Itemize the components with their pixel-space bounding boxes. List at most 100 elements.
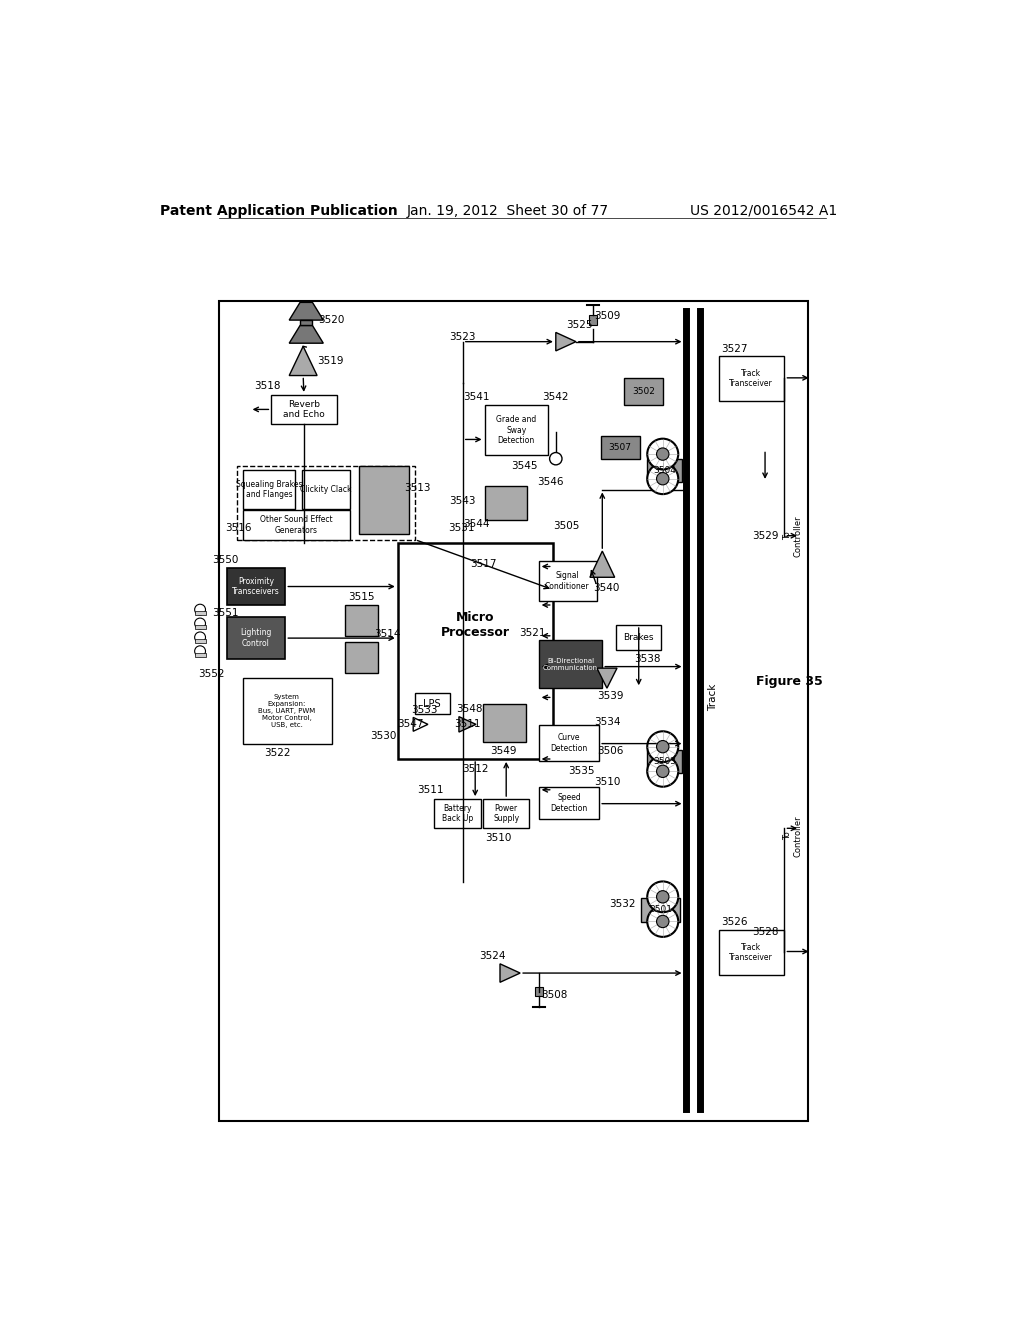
Bar (243, 511, 349, 540)
Text: 3511: 3511 (417, 785, 443, 795)
Text: 3548: 3548 (456, 704, 482, 714)
Text: 3501: 3501 (649, 906, 672, 915)
Text: 3502: 3502 (632, 387, 654, 396)
Bar (719, 356, 784, 401)
Bar (483, 799, 529, 829)
Text: Proximity
Transceivers: Proximity Transceivers (232, 577, 280, 597)
Text: 3527: 3527 (721, 343, 748, 354)
Text: Brakes: Brakes (624, 632, 654, 642)
Text: Clickity Clack: Clickity Clack (300, 484, 351, 494)
Bar (302, 470, 349, 508)
Text: 3513: 3513 (403, 483, 430, 492)
Text: To
Controller: To Controller (783, 515, 803, 557)
Text: 3539: 3539 (598, 690, 624, 701)
Text: 3505: 3505 (553, 521, 580, 532)
Text: 3507: 3507 (608, 442, 632, 451)
Bar (535, 987, 543, 997)
Text: 3503: 3503 (653, 756, 676, 766)
Bar (539, 725, 599, 760)
Text: 3540: 3540 (593, 583, 620, 593)
Text: 3508: 3508 (541, 990, 567, 1001)
Circle shape (647, 438, 678, 470)
Text: 3546: 3546 (538, 477, 563, 487)
Text: 3517: 3517 (470, 560, 497, 569)
Text: 3510: 3510 (485, 833, 512, 842)
Text: Track
Transceiver: Track Transceiver (729, 368, 773, 388)
Text: US 2012/0016542 A1: US 2012/0016542 A1 (690, 203, 838, 218)
Text: Curve
Detection: Curve Detection (550, 733, 588, 752)
Polygon shape (459, 717, 476, 733)
Bar (300, 321, 312, 326)
Circle shape (656, 915, 669, 928)
Text: Battery
Back Up: Battery Back Up (441, 804, 473, 824)
Text: 3521: 3521 (519, 628, 546, 638)
Polygon shape (500, 964, 520, 982)
Text: Reverb
and Echo: Reverb and Echo (283, 400, 325, 420)
Circle shape (550, 453, 562, 465)
Bar (539, 640, 602, 688)
Text: 3526: 3526 (721, 917, 748, 927)
Bar (719, 929, 784, 974)
Circle shape (195, 645, 206, 656)
Text: Track: Track (709, 684, 718, 711)
Bar (195, 639, 206, 643)
Text: 3542: 3542 (543, 392, 569, 403)
Bar (589, 315, 597, 325)
Polygon shape (597, 668, 617, 688)
Circle shape (656, 891, 669, 903)
Circle shape (195, 605, 206, 615)
Bar (434, 799, 480, 829)
Text: 3519: 3519 (317, 356, 343, 366)
Text: Signal
Conditioner: Signal Conditioner (545, 572, 590, 591)
Text: 3506: 3506 (597, 746, 624, 756)
Text: 3525: 3525 (566, 319, 592, 330)
Text: 3524: 3524 (479, 952, 506, 961)
Text: 3541: 3541 (464, 392, 490, 403)
Circle shape (656, 447, 669, 461)
Bar (345, 605, 378, 636)
Text: 3509: 3509 (594, 312, 621, 321)
Text: 3533: 3533 (412, 705, 438, 715)
Text: System
Expansion:
Bus, UART, PWM
Motor Control,
USB, etc.: System Expansion: Bus, UART, PWM Motor C… (258, 694, 315, 729)
Text: 3552: 3552 (199, 669, 225, 680)
Text: 3535: 3535 (568, 767, 595, 776)
Text: 3518: 3518 (254, 380, 281, 391)
Text: 3530: 3530 (371, 731, 397, 741)
Circle shape (656, 766, 669, 777)
Bar (345, 642, 378, 673)
Text: 3545: 3545 (512, 462, 538, 471)
Bar (484, 405, 548, 455)
Circle shape (195, 632, 206, 643)
Polygon shape (590, 552, 614, 577)
Circle shape (656, 473, 669, 484)
Circle shape (647, 463, 678, 494)
Polygon shape (289, 326, 324, 343)
Text: 3529: 3529 (752, 531, 778, 541)
Text: 3504: 3504 (653, 466, 676, 475)
Text: 3531: 3531 (449, 523, 474, 533)
Text: 3534: 3534 (594, 717, 621, 727)
Text: 3515: 3515 (348, 593, 375, 602)
Text: Power
Supply: Power Supply (494, 804, 519, 824)
Bar (237, 466, 415, 540)
Bar (616, 626, 662, 649)
Bar (647, 750, 682, 774)
Text: 3532: 3532 (609, 899, 636, 908)
Bar (601, 436, 640, 459)
Text: 3551: 3551 (212, 607, 239, 618)
Bar (227, 616, 286, 659)
Bar (243, 470, 295, 508)
Text: Grade and
Sway
Detection: Grade and Sway Detection (497, 416, 537, 445)
Polygon shape (289, 346, 317, 376)
Circle shape (647, 731, 678, 762)
Text: 3511: 3511 (455, 718, 480, 729)
Text: Track
Transceiver: Track Transceiver (729, 942, 773, 962)
Bar (195, 653, 206, 656)
Text: 3547: 3547 (397, 718, 424, 729)
Text: 3549: 3549 (490, 746, 517, 756)
Text: Figure 35: Figure 35 (756, 676, 822, 689)
Polygon shape (556, 333, 575, 351)
Bar (243, 678, 332, 743)
Text: 3522: 3522 (264, 748, 291, 758)
Bar (539, 561, 597, 601)
